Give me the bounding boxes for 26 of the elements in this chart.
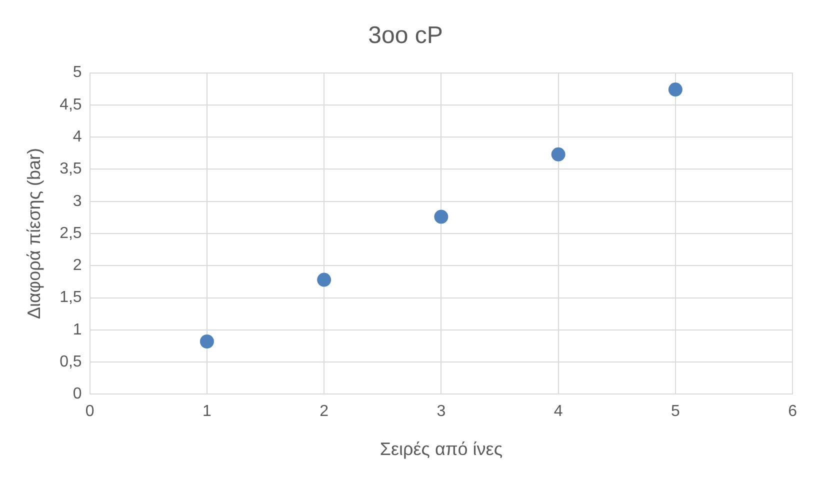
y-tick-label: 3,5 [60,160,82,178]
y-tick-label: 0 [72,386,82,403]
point [317,272,332,287]
x-tick-label: 2 [320,403,329,420]
chart-title: 3oo cP [368,22,443,50]
x-tick-label: 5 [670,403,680,420]
x-tick-label: 4 [554,403,563,420]
point [200,334,214,348]
point [668,82,682,97]
y-tick-label: 3 [72,192,82,210]
y-tick-label: 2,5 [60,224,82,242]
y-tick-label: 2 [72,257,82,274]
point [551,147,566,162]
y-tick-label: 1,5 [60,289,82,306]
y-tick-label: 5 [72,64,82,82]
x-tick-label: 0 [85,403,94,420]
x-tick-label: 3 [436,403,446,420]
x-tick-label: 6 [788,403,798,420]
point [434,210,448,224]
y-tick-label: 4,5 [60,96,82,114]
y-axis-title: Διαφορά πίεσης (bar) [24,148,44,319]
y-tick-label: 1 [72,321,82,338]
y-tick-label: 0,5 [60,353,82,370]
x-tick-label: 1 [202,403,212,420]
x-axis-title: Σειρές από ίνες [380,439,503,460]
y-tick-label: 4 [72,128,82,146]
